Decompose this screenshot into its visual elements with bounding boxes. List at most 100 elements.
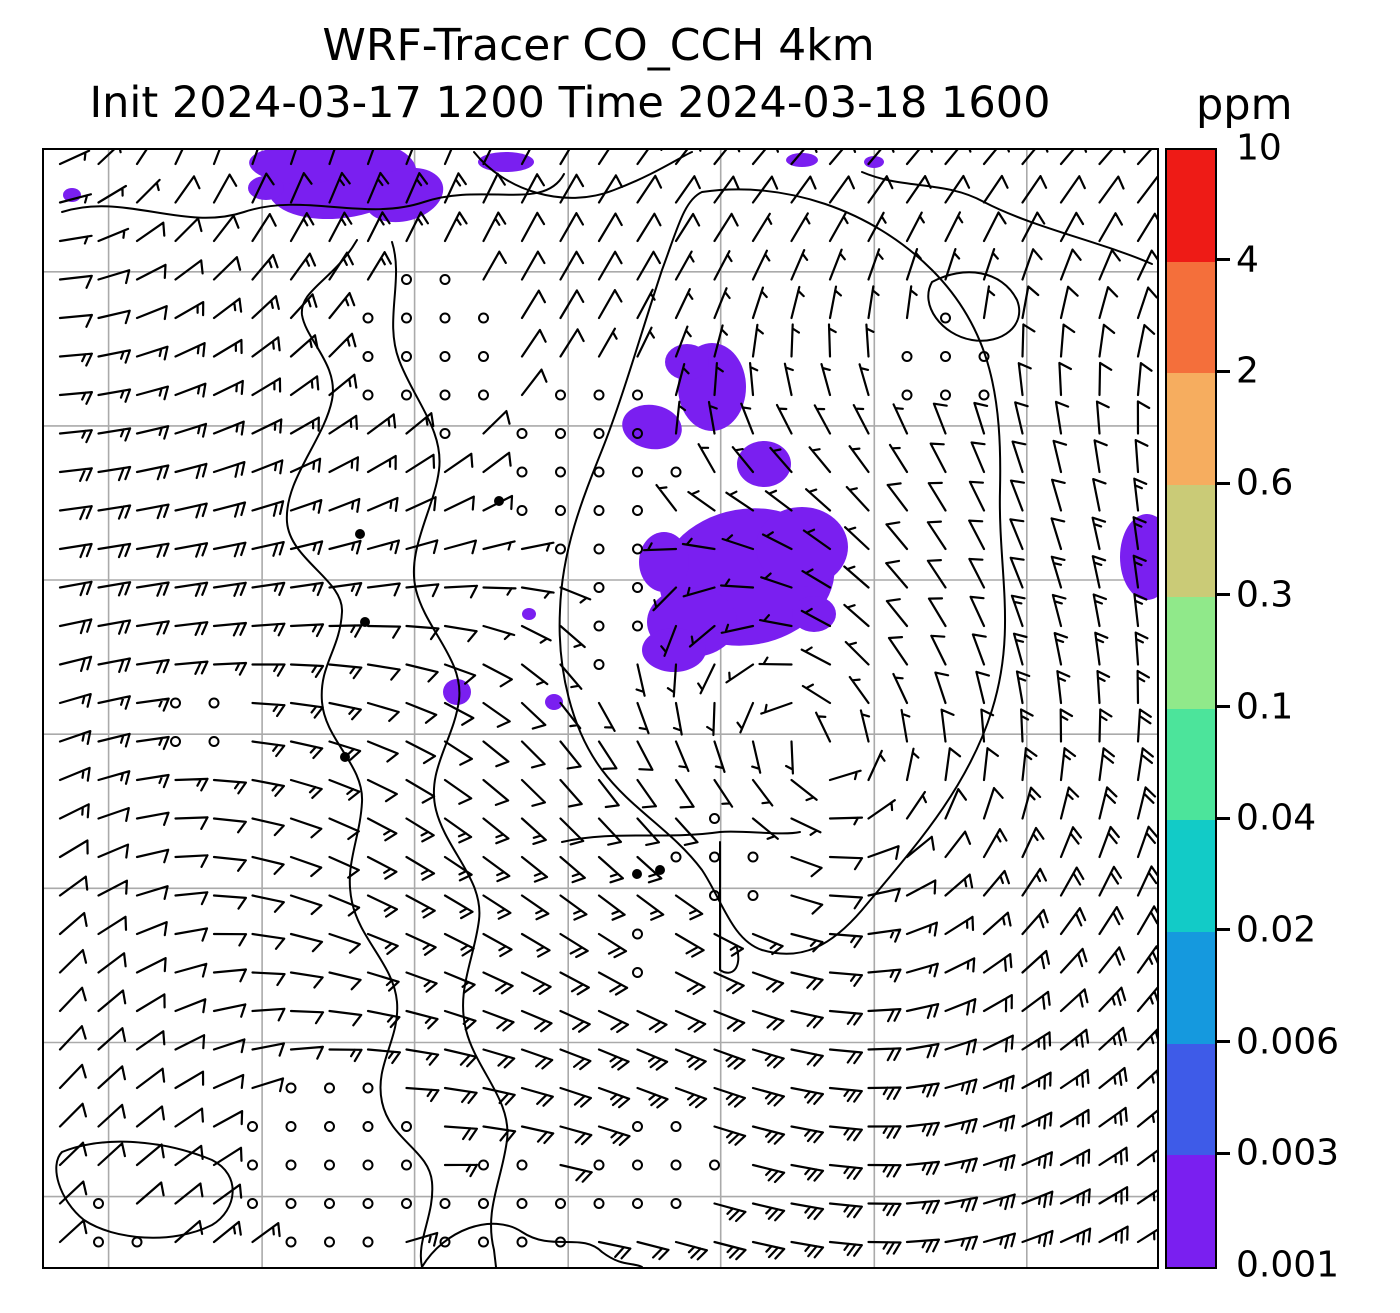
calm-wind-icon (285, 1236, 297, 1248)
colorbar-segment (1167, 150, 1215, 262)
station-dot (632, 869, 642, 879)
calm-wind-icon (324, 1159, 335, 1171)
calm-wind-icon (324, 1198, 335, 1209)
station-dot (494, 496, 504, 506)
wind-barbs (58, 150, 1157, 1261)
calm-wind-icon (478, 312, 489, 324)
calm-wind-icon (208, 736, 220, 747)
map-plot-area (42, 148, 1159, 1269)
station-dot (360, 617, 370, 627)
calm-wind-icon (439, 428, 451, 439)
calm-wind-icon (670, 851, 682, 863)
calm-wind-icon (632, 1159, 643, 1171)
calm-wind-icon (555, 1198, 566, 1209)
colorbar-segment (1167, 931, 1215, 1044)
calm-wind-icon (632, 1198, 643, 1209)
colorbar-tick-mark (1217, 258, 1230, 262)
calm-wind-icon (478, 389, 489, 401)
co-plume-blob (522, 608, 536, 620)
geo-contour (391, 241, 509, 1267)
calm-wind-icon (593, 466, 605, 478)
calm-wind-icon (670, 1159, 682, 1171)
calm-wind-icon (401, 1198, 412, 1209)
chart-subtitle: Init 2024-03-17 1200 Time 2024-03-18 160… (89, 78, 1051, 128)
calm-wind-icon (401, 1121, 412, 1132)
co-plume-blob (639, 532, 689, 592)
co-plume-blob (249, 150, 339, 185)
calm-wind-icon (709, 890, 720, 901)
colorbar-tick-label: 0.1 (1236, 686, 1294, 727)
calm-wind-icon (670, 1121, 682, 1132)
calm-wind-icon (593, 620, 605, 632)
calm-wind-icon (285, 1159, 297, 1171)
colorbar-tick-label: 0.04 (1236, 797, 1317, 839)
colorbar-tick-label: 0.02 (1236, 909, 1317, 951)
calm-wind-icon (670, 466, 682, 478)
colorbar-tick-mark (1217, 369, 1230, 373)
colorbar-tick-mark (1217, 705, 1230, 708)
geo-contour (473, 151, 693, 199)
colorbar-tick-mark (1217, 1151, 1230, 1155)
calm-wind-icon (247, 1159, 258, 1171)
geo-contour (558, 188, 1006, 955)
calm-wind-icon (670, 1198, 682, 1209)
colorbar-tick-mark (1217, 1040, 1230, 1044)
calm-wind-icon (632, 428, 643, 439)
calm-wind-icon (940, 351, 951, 362)
calm-wind-icon (632, 928, 643, 940)
calm-wind-icon (747, 851, 759, 863)
calm-wind-icon (516, 1198, 528, 1209)
calm-wind-icon (593, 389, 605, 401)
calm-wind-icon (362, 389, 374, 401)
colorbar-tick-label: 0.001 (1236, 1244, 1340, 1286)
calm-wind-icon (555, 428, 566, 439)
calm-wind-icon (593, 582, 605, 593)
calm-wind-icon (555, 389, 566, 401)
colorbar-segment (1167, 1043, 1215, 1156)
calm-wind-icon (285, 1198, 297, 1209)
co-plume-blob (622, 404, 682, 450)
calm-wind-icon (362, 351, 374, 362)
calm-wind-icon (362, 1121, 374, 1132)
calm-wind-icon (362, 1082, 374, 1094)
colorbar-tick-mark (1217, 593, 1230, 597)
calm-wind-icon (593, 428, 605, 439)
calm-wind-icon (478, 1236, 489, 1248)
co-plume-blob (545, 694, 563, 710)
calm-wind-icon (593, 543, 605, 555)
calm-wind-icon (439, 351, 451, 362)
calm-wind-icon (324, 1082, 335, 1094)
calm-wind-icon (940, 389, 951, 401)
calm-wind-icon (593, 659, 605, 670)
calm-wind-icon (747, 890, 759, 901)
calm-wind-icon (439, 312, 451, 324)
calm-wind-icon (555, 1236, 566, 1248)
colorbar-tick-label: 4 (1236, 239, 1259, 281)
calm-wind-icon (93, 1198, 104, 1209)
geo-contour (561, 830, 801, 974)
station-dot (655, 865, 665, 875)
co-plume-blob (478, 152, 534, 172)
calm-wind-icon (555, 466, 566, 478)
colorbar-tick-mark (1217, 816, 1230, 820)
calm-wind-icon (324, 1121, 335, 1132)
calm-wind-icon (709, 851, 720, 863)
calm-wind-icon (439, 1198, 451, 1209)
colorbar-segment (1167, 820, 1215, 932)
co-plume-blob (248, 176, 284, 200)
calm-wind-icon (478, 1198, 489, 1209)
calm-wind-icon (516, 505, 528, 516)
co-plume-blob (786, 153, 818, 167)
colorbar-tick-label: 0.003 (1236, 1132, 1340, 1174)
calm-wind-icon (593, 1198, 605, 1209)
geo-contour (421, 1222, 643, 1267)
colorbar-tick-label: 0.006 (1236, 1021, 1340, 1063)
calm-wind-icon (208, 697, 220, 709)
calm-wind-icon (593, 1159, 605, 1171)
calm-wind-icon (940, 312, 951, 324)
calm-wind-icon (516, 1236, 528, 1248)
colorbar-segment (1167, 708, 1215, 821)
calm-wind-icon (978, 389, 990, 401)
station-dot (340, 752, 350, 762)
